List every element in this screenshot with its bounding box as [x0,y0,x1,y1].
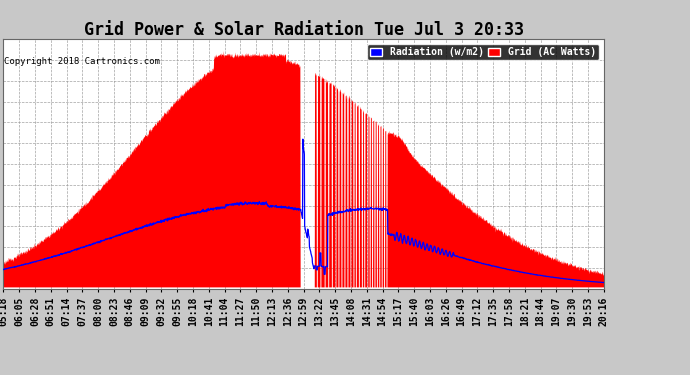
Legend: Radiation (w/m2), Grid (AC Watts): Radiation (w/m2), Grid (AC Watts) [367,44,599,60]
Title: Grid Power & Solar Radiation Tue Jul 3 20:33: Grid Power & Solar Radiation Tue Jul 3 2… [83,21,524,39]
Text: Copyright 2018 Cartronics.com: Copyright 2018 Cartronics.com [4,57,160,66]
